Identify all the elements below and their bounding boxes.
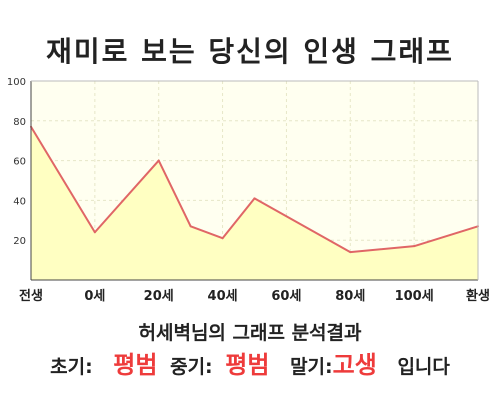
early-label: 초기:: [50, 356, 93, 378]
late-value: 고생: [332, 351, 377, 379]
x-tick-label: 40세: [208, 289, 238, 304]
analysis-heading: 허세벽님의 그래프 분석결과: [138, 322, 362, 344]
y-tick-label: 20: [13, 236, 26, 247]
data-point: [157, 159, 160, 162]
data-point: [349, 251, 352, 254]
x-tick-label: 20세: [144, 289, 174, 304]
data-point: [221, 237, 224, 240]
y-tick-label: 60: [13, 157, 26, 168]
x-tick-label: 전생: [19, 288, 43, 304]
middle-label: 중기:: [170, 356, 213, 378]
chart-title: 재미로 보는 당신의 인생 그래프: [46, 35, 454, 68]
middle-value: 평범: [225, 351, 270, 379]
x-tick-label: 60세: [271, 289, 301, 304]
ending-text: 입니다: [397, 356, 450, 378]
data-point: [93, 231, 96, 234]
data-point: [413, 245, 416, 248]
y-tick-label: 40: [13, 196, 26, 207]
late-label: 말기:: [290, 356, 333, 378]
x-tick-label: 0세: [84, 289, 105, 304]
early-value: 평범: [113, 351, 158, 379]
x-tick-label: 80세: [335, 289, 365, 304]
analysis-result: 초기: 평범 중기: 평범 말기:고생 입니다: [0, 345, 500, 380]
x-tick-label: 100세: [395, 289, 434, 304]
y-tick-label: 100: [7, 77, 26, 88]
data-point: [189, 225, 192, 228]
y-tick-label: 80: [13, 117, 26, 128]
x-tick-label: 환생: [466, 288, 490, 304]
area-fill: [31, 126, 478, 281]
data-point: [253, 197, 256, 200]
